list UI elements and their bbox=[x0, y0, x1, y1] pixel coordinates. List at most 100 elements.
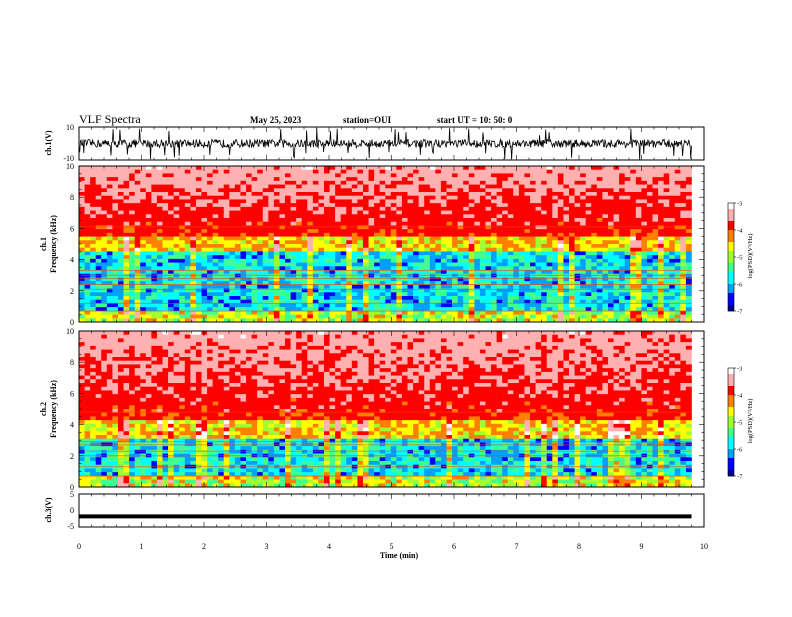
spectrogram-cell bbox=[469, 307, 475, 311]
spectrogram-cell bbox=[519, 307, 525, 311]
spectrogram-cell bbox=[124, 266, 130, 270]
spectrogram-cell bbox=[112, 251, 118, 255]
spectrogram-cell bbox=[452, 251, 458, 255]
spectrogram-cell bbox=[419, 181, 425, 185]
spectrogram-cell bbox=[363, 229, 369, 233]
spectrogram-cell bbox=[318, 251, 324, 255]
spectrogram-cell bbox=[519, 181, 525, 185]
spectrogram-cell bbox=[330, 303, 336, 307]
spectrogram-cell bbox=[541, 240, 547, 244]
spectrogram-cell bbox=[419, 263, 425, 267]
spectrogram-cell bbox=[285, 203, 291, 207]
spectrogram-cell bbox=[330, 292, 336, 296]
spectrogram-cell bbox=[207, 218, 213, 222]
spectrogram-cell bbox=[591, 196, 597, 200]
spectrogram-cell bbox=[575, 240, 581, 244]
spectrogram-cell bbox=[90, 173, 96, 177]
spectrogram-cell bbox=[408, 303, 414, 307]
spectrogram-cell bbox=[157, 266, 163, 270]
spectrogram-cell bbox=[519, 274, 525, 278]
spectrogram-cell bbox=[174, 207, 180, 211]
spectrogram-cell bbox=[558, 244, 564, 248]
spectrogram-cell bbox=[352, 233, 358, 237]
spectrogram-cell bbox=[190, 292, 196, 296]
spectrogram-cell bbox=[491, 251, 497, 255]
spectrogram-cell bbox=[124, 315, 130, 319]
spectrogram-cell bbox=[240, 233, 246, 237]
spectrogram-cell bbox=[307, 199, 313, 203]
spectrogram-cell bbox=[686, 244, 692, 248]
spectrogram-cell bbox=[563, 296, 569, 300]
spectrogram-cell bbox=[424, 233, 430, 237]
spectrogram-cell bbox=[563, 266, 569, 270]
spectrogram-cell bbox=[513, 303, 519, 307]
spectrogram-cell bbox=[196, 259, 202, 263]
spectrogram-cell bbox=[118, 214, 124, 218]
spectrogram-cell bbox=[207, 240, 213, 244]
spectrogram-cell bbox=[530, 315, 536, 319]
spectrogram-cell bbox=[547, 229, 553, 233]
spectrogram-cell bbox=[413, 166, 419, 170]
spectrogram-cell bbox=[374, 315, 380, 319]
colorbar-segment bbox=[728, 215, 734, 218]
spectrogram-cell bbox=[408, 292, 414, 296]
spectrogram-cell bbox=[591, 199, 597, 203]
spectrogram-cell bbox=[508, 192, 514, 196]
spectrogram-cell bbox=[168, 177, 174, 181]
colorbar-segment bbox=[728, 284, 734, 287]
spectrogram-cell bbox=[597, 303, 603, 307]
spectrogram-cell bbox=[279, 240, 285, 244]
spectrogram-cell bbox=[346, 315, 352, 319]
spectrogram-cell bbox=[419, 266, 425, 270]
spectrogram-cell bbox=[235, 266, 241, 270]
spectrogram-cell bbox=[196, 222, 202, 226]
spectrogram-cell bbox=[396, 181, 402, 185]
spectrogram-cell bbox=[135, 292, 141, 296]
spectrogram-cell bbox=[391, 181, 397, 185]
colorbar-segment bbox=[728, 275, 734, 278]
spectrogram-cell bbox=[469, 207, 475, 211]
spectrogram-cell bbox=[324, 240, 330, 244]
spectrogram-cell bbox=[591, 211, 597, 215]
spectrogram-cell bbox=[586, 218, 592, 222]
spectrogram-cell bbox=[174, 266, 180, 270]
spectrogram-cell bbox=[369, 266, 375, 270]
spectrogram-cell bbox=[207, 199, 213, 203]
spectrogram-cell bbox=[552, 192, 558, 196]
spectrogram-cell bbox=[647, 296, 653, 300]
spectrogram-cell bbox=[313, 192, 319, 196]
spectrogram-cell bbox=[129, 274, 135, 278]
spectrogram-cell bbox=[107, 185, 113, 189]
spectrogram-cell bbox=[335, 173, 341, 177]
spectrogram-cell bbox=[675, 244, 681, 248]
spectrogram-cell bbox=[413, 237, 419, 241]
spectrogram-cell bbox=[151, 307, 157, 311]
spectrogram-cell bbox=[213, 222, 219, 226]
spectrogram-cell bbox=[252, 229, 258, 233]
spectrogram-cell bbox=[408, 296, 414, 300]
spectrogram-cell bbox=[140, 285, 146, 289]
spectrogram-cell bbox=[296, 185, 302, 189]
spectrogram-cell bbox=[213, 251, 219, 255]
spectrogram-cell bbox=[240, 207, 246, 211]
ch1-waveform-line bbox=[79, 128, 692, 160]
spectrogram-cell bbox=[235, 192, 241, 196]
spectrogram-cell bbox=[530, 229, 536, 233]
spectrogram-cell bbox=[257, 274, 263, 278]
spectrogram-cell bbox=[630, 177, 636, 181]
spectrogram-cell bbox=[602, 296, 608, 300]
spectrogram-cell bbox=[96, 303, 102, 307]
spectrogram-cell bbox=[157, 181, 163, 185]
spectrogram-cell bbox=[313, 263, 319, 267]
spectrogram-cell bbox=[480, 207, 486, 211]
spectrogram-cell bbox=[202, 248, 208, 252]
spectrogram-cell bbox=[530, 244, 536, 248]
spectrogram-cell bbox=[441, 177, 447, 181]
spectrogram-cell bbox=[558, 188, 564, 192]
spectrogram-cell bbox=[279, 274, 285, 278]
spectrogram-cell bbox=[608, 214, 614, 218]
spectrogram-cell bbox=[296, 296, 302, 300]
spectrogram-cell bbox=[85, 177, 91, 181]
spectrogram-cell bbox=[229, 192, 235, 196]
spectrogram-cell bbox=[430, 296, 436, 300]
